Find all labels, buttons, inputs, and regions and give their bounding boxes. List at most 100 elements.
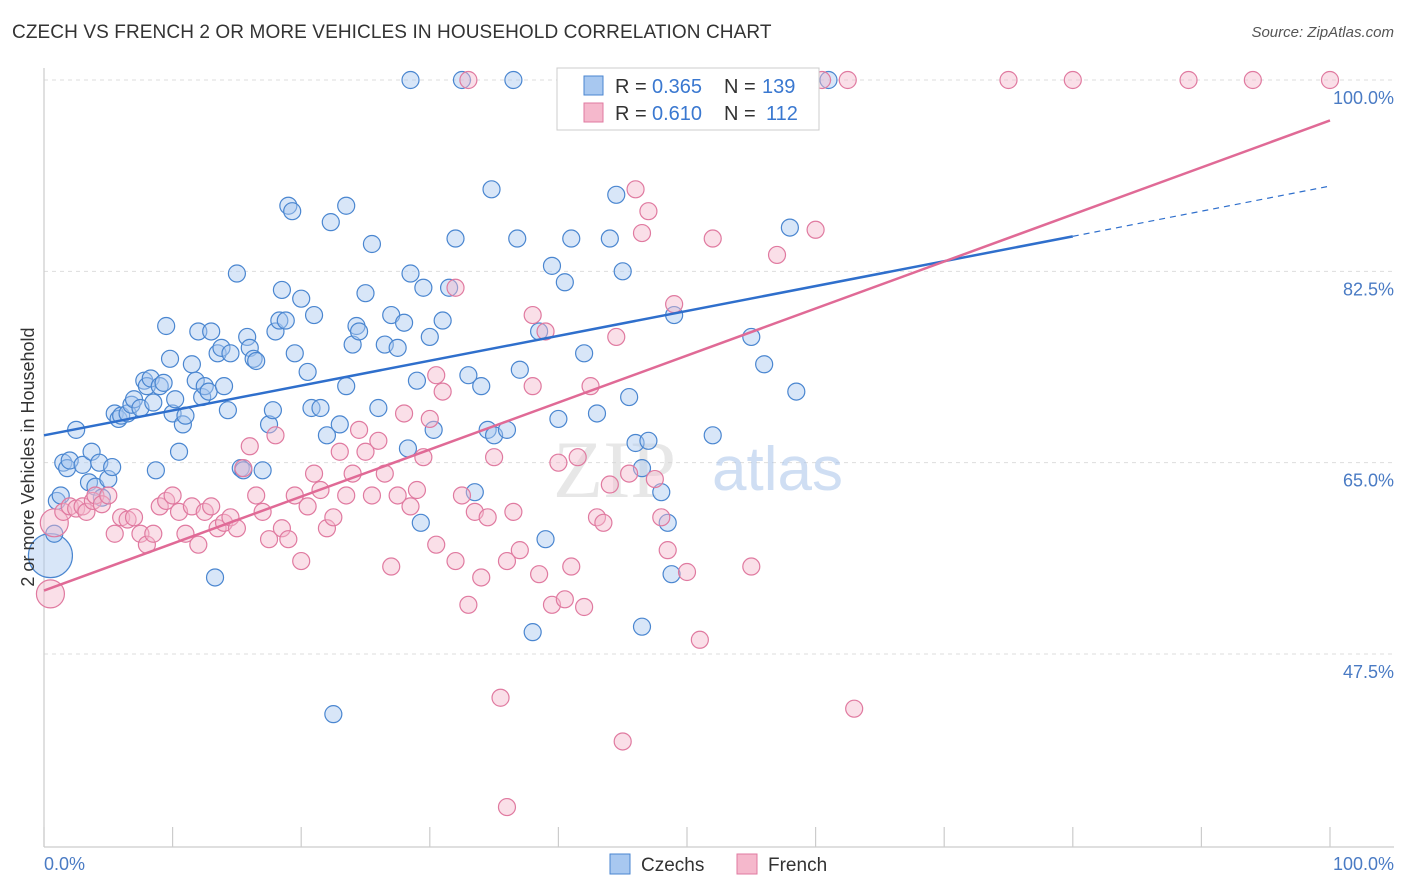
czech-point xyxy=(247,351,266,371)
czech-point xyxy=(414,278,433,297)
legend-r-label-czechs: R = xyxy=(615,76,647,98)
french-point xyxy=(485,448,504,467)
french-point xyxy=(645,469,664,489)
french-point xyxy=(362,486,382,505)
gridlines xyxy=(44,79,1394,655)
czech-point xyxy=(424,420,443,439)
french-point xyxy=(742,557,761,576)
x-axis-ticks xyxy=(43,827,1331,847)
czech-point xyxy=(613,262,632,281)
source-credit: Source: ZipAtlas.com xyxy=(1251,24,1394,41)
czech-point xyxy=(362,234,382,254)
czech-point xyxy=(272,280,292,300)
french-point xyxy=(356,442,375,461)
czech-point xyxy=(337,377,356,396)
x-tick-label-max: 100.0% xyxy=(1333,854,1394,874)
czech-point xyxy=(321,213,340,232)
french-point xyxy=(478,508,497,527)
bottom-legend: Czechs French xyxy=(609,853,827,876)
french-point xyxy=(433,382,452,401)
czech-point xyxy=(227,264,246,283)
french-point xyxy=(497,797,517,817)
czech-point xyxy=(144,393,163,412)
czech-point xyxy=(407,371,427,390)
czech-point xyxy=(662,565,681,584)
czech-point xyxy=(270,311,289,330)
czech-point xyxy=(238,327,257,347)
french-point xyxy=(523,305,542,325)
czech-point xyxy=(562,229,581,248)
french-points xyxy=(35,70,1340,817)
czech-point xyxy=(169,442,189,461)
x-tick-label-min: 0.0% xyxy=(44,854,85,874)
y-axis-label: 2 or more Vehicles in Household xyxy=(18,327,38,586)
french-point xyxy=(999,70,1018,90)
y-tick-label: 47.5% xyxy=(1343,662,1394,682)
french-point xyxy=(1179,70,1198,90)
czech-point xyxy=(304,305,324,325)
french-point xyxy=(337,486,356,505)
y-tick-label: 100.0% xyxy=(1333,88,1394,108)
french-point xyxy=(555,590,574,609)
czech-point xyxy=(452,70,472,90)
czech-point xyxy=(285,344,304,363)
french-point xyxy=(298,497,317,516)
czech-point xyxy=(523,623,542,642)
french-point xyxy=(665,295,684,314)
french-point xyxy=(1243,70,1262,90)
czech-point xyxy=(755,355,774,374)
french-point xyxy=(163,486,182,505)
chart-title: CZECH VS FRENCH 2 OR MORE VEHICLES IN HO… xyxy=(12,22,772,43)
french-point xyxy=(259,530,279,549)
french-point xyxy=(240,437,259,456)
bottom-legend-swatch-french xyxy=(736,853,758,875)
legend-r-label-french: R = xyxy=(615,103,647,125)
french-point xyxy=(677,562,697,582)
french-point xyxy=(845,699,864,718)
french-point xyxy=(600,475,619,494)
czech-point xyxy=(587,404,607,423)
french-point xyxy=(504,502,523,521)
czech-point xyxy=(276,311,295,330)
french-point xyxy=(658,541,677,560)
french-point xyxy=(536,322,555,341)
czech-point xyxy=(504,70,523,90)
french-point xyxy=(690,630,709,649)
watermark-zip: ZIP xyxy=(553,424,676,515)
czech-point xyxy=(482,180,501,199)
french-point xyxy=(330,442,349,461)
czech-point xyxy=(244,349,263,368)
czech-point xyxy=(103,457,122,477)
french-point xyxy=(369,431,388,450)
legend-n-value-czechs: 139 xyxy=(762,76,795,98)
french-point xyxy=(626,180,645,199)
french-point xyxy=(838,70,857,90)
french-point xyxy=(594,513,613,532)
bottom-legend-french: French xyxy=(768,855,827,876)
french-point xyxy=(266,426,285,445)
czech-point xyxy=(536,530,555,549)
czech-point xyxy=(182,355,201,374)
french-point xyxy=(613,732,632,751)
czech-point xyxy=(160,349,180,368)
czech-point xyxy=(337,196,356,215)
bottom-legend-czechs: Czechs xyxy=(641,855,704,876)
czech-point xyxy=(459,366,478,385)
french-point xyxy=(1320,70,1340,90)
french-point xyxy=(99,486,118,505)
french-point xyxy=(639,202,658,221)
french-point xyxy=(549,453,568,472)
french-point xyxy=(575,597,594,617)
legend-r-value-french: 0.610 xyxy=(652,103,702,125)
french-point xyxy=(427,535,446,554)
czech-point xyxy=(607,185,626,204)
french-point xyxy=(382,557,401,576)
czech-point xyxy=(298,362,317,382)
french-point xyxy=(189,535,208,554)
czech-point xyxy=(388,338,407,357)
czech-point xyxy=(283,202,302,221)
czech-point xyxy=(555,273,574,292)
czech-point xyxy=(324,705,343,724)
french-point xyxy=(234,459,253,478)
